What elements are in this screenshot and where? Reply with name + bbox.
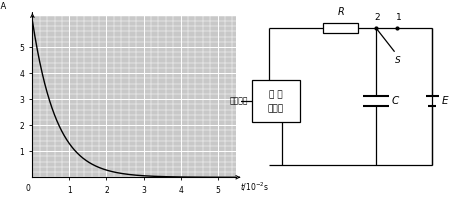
Text: 传感器: 传感器 bbox=[268, 105, 284, 114]
Text: 0: 0 bbox=[25, 184, 31, 193]
Text: 电 流: 电 流 bbox=[269, 90, 282, 99]
Text: 接计算机: 接计算机 bbox=[230, 96, 248, 105]
Text: $t$/10$^{-2}$s: $t$/10$^{-2}$s bbox=[240, 180, 269, 193]
Text: R: R bbox=[338, 7, 344, 17]
Text: I/mA: I/mA bbox=[0, 2, 7, 11]
Text: C: C bbox=[392, 96, 399, 106]
Bar bbox=[324, 23, 358, 33]
Text: E: E bbox=[442, 96, 449, 106]
Text: 1: 1 bbox=[396, 13, 401, 22]
Text: S: S bbox=[395, 56, 401, 65]
Bar bbox=[252, 80, 300, 122]
Text: 2: 2 bbox=[374, 13, 380, 22]
